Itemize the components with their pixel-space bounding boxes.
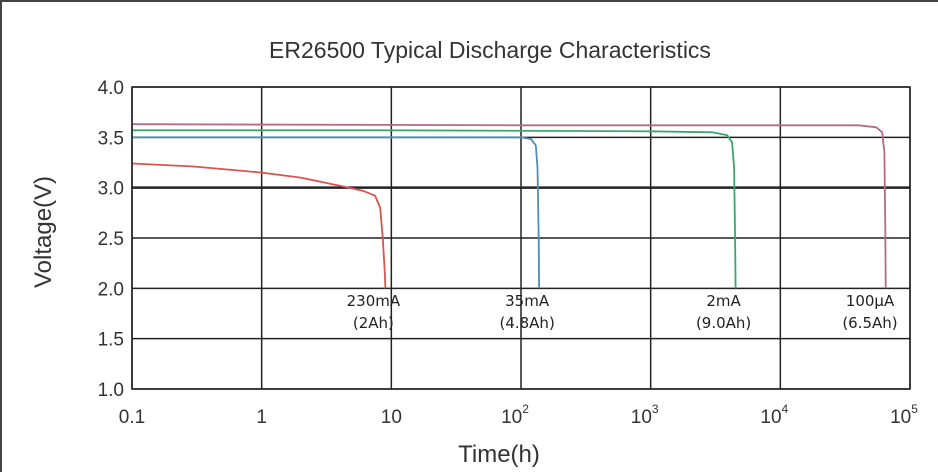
series-capacity-label: (6.5Ah) <box>842 314 897 332</box>
y-tick-label: 3.5 <box>98 128 124 149</box>
series-current-label: 2mA <box>706 292 741 310</box>
discharge-curve <box>131 123 887 289</box>
series-lines <box>131 123 887 289</box>
series-capacity-label: (2Ah) <box>353 314 394 332</box>
y-axis-title: Voltage(V) <box>30 176 57 288</box>
y-tick-label: 2.5 <box>98 229 124 250</box>
chart-title: ER26500 Typical Discharge Characteristic… <box>269 37 711 63</box>
y-tick-label: 1.0 <box>98 380 124 401</box>
discharge-curve <box>132 129 737 289</box>
series-annotations: 230mA (2Ah) 35mA (4.8Ah) 2mA (9.0Ah) 100μA (6.5… <box>347 292 898 332</box>
x-axis-title: Time(h) <box>458 441 540 468</box>
x-tick-label: 103 <box>631 402 659 428</box>
plot-border <box>131 86 911 390</box>
x-tick-label: 10 <box>381 407 402 428</box>
series-current-label: 35mA <box>505 292 550 310</box>
series-capacity-label: (4.8Ah) <box>499 314 554 332</box>
x-tick-label: 105 <box>890 402 918 428</box>
series-capacity-label: (9.0Ah) <box>696 314 751 332</box>
discharge-curve <box>131 162 387 289</box>
x-tick-label: 1 <box>256 407 267 428</box>
y-tick-label: 2.0 <box>98 279 124 300</box>
x-tick-label: 0.1 <box>119 407 145 428</box>
tick-labels: 1.0 1.5 2.0 2.5 3.0 3.5 4.0 0.1 1 10 102 103 104 105 <box>98 78 919 428</box>
series-current-label: 100μA <box>846 292 895 310</box>
x-tick-label: 104 <box>760 402 788 428</box>
series-current-label: 230mA <box>347 292 401 310</box>
y-tick-label: 4.0 <box>98 78 124 99</box>
y-tick-label: 1.5 <box>98 330 124 351</box>
y-tick-label: 3.0 <box>98 179 124 200</box>
discharge-curve <box>132 136 540 289</box>
x-tick-label: 102 <box>501 402 529 428</box>
